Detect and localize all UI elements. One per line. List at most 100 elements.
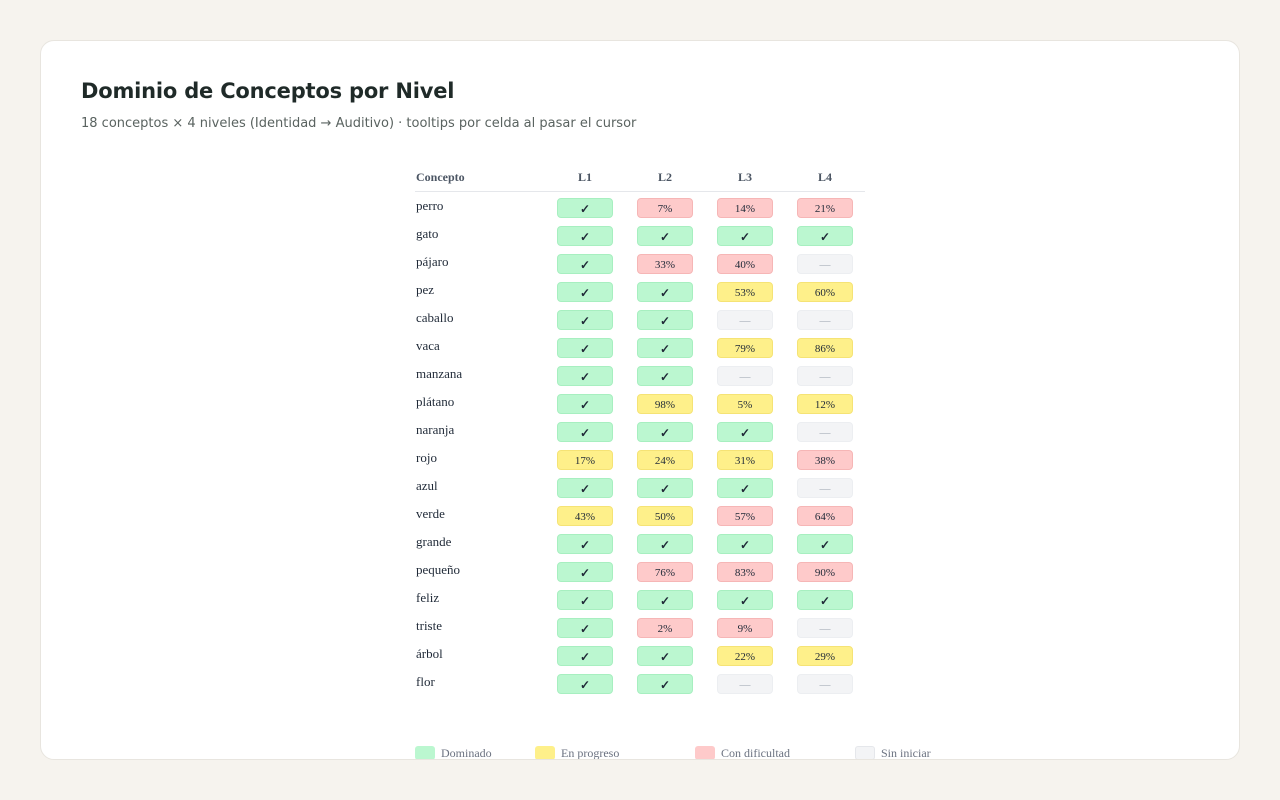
mastery-cell-l3[interactable]: — xyxy=(717,674,773,694)
mastery-cell-l1[interactable]: ✓ xyxy=(557,674,613,694)
concept-name: triste xyxy=(416,618,442,633)
mastery-cell-l1[interactable]: ✓ xyxy=(557,590,613,610)
mastery-cell-l1[interactable]: ✓ xyxy=(557,422,613,442)
mastery-matrix: Concepto L1 L2 L3 L4 perro ✓ 7% 14% 21% gato ✓… xyxy=(415,165,865,696)
concept-name: caballo xyxy=(416,310,454,325)
mastery-cell-l3[interactable]: — xyxy=(717,310,773,330)
mastery-cell-l2[interactable]: ✓ xyxy=(637,310,693,330)
mastery-cell-l4[interactable]: 60% xyxy=(797,282,853,302)
mastery-cell-l1[interactable]: ✓ xyxy=(557,310,613,330)
mastery-cell-l4[interactable]: — xyxy=(797,366,853,386)
mastery-cell-l4[interactable]: — xyxy=(797,310,853,330)
mastery-cell-l3[interactable]: ✓ xyxy=(717,534,773,554)
concept-row: grande ✓ ✓ ✓ ✓ xyxy=(415,528,865,556)
matrix-header-row: Concepto L1 L2 L3 L4 xyxy=(415,165,865,192)
mastery-cell-l4[interactable]: 64% xyxy=(797,506,853,526)
mastery-cell-l2[interactable]: 7% xyxy=(637,198,693,218)
mastery-cell-l3[interactable]: 83% xyxy=(717,562,773,582)
concept-name: árbol xyxy=(416,646,443,661)
mastery-cell-l1[interactable]: ✓ xyxy=(557,534,613,554)
mastery-cell-l1[interactable]: ✓ xyxy=(557,618,613,638)
mastery-cell-l2[interactable]: ✓ xyxy=(637,674,693,694)
concept-name: plátano xyxy=(416,394,455,409)
mastery-cell-l3[interactable]: 14% xyxy=(717,198,773,218)
mastery-cell-l4[interactable]: 12% xyxy=(797,394,853,414)
concept-row: rojo 17% 24% 31% 38% xyxy=(415,444,865,472)
mastery-cell-l2[interactable]: ✓ xyxy=(637,646,693,666)
mastery-cell-l3[interactable]: 53% xyxy=(717,282,773,302)
concept-row: pájaro ✓ 33% 40% — xyxy=(415,248,865,276)
mastery-cell-l2[interactable]: ✓ xyxy=(637,366,693,386)
mastery-cell-l4[interactable]: 90% xyxy=(797,562,853,582)
legend-swatch xyxy=(855,746,875,759)
mastery-cell-l4[interactable]: — xyxy=(797,254,853,274)
mastery-cell-l4[interactable]: ✓ xyxy=(797,590,853,610)
legend-swatch xyxy=(415,746,435,759)
mastery-cell-l1[interactable]: ✓ xyxy=(557,366,613,386)
mastery-cell-l3[interactable]: 31% xyxy=(717,450,773,470)
concept-row: verde 43% 50% 57% 64% xyxy=(415,500,865,528)
mastery-cell-l3[interactable]: 22% xyxy=(717,646,773,666)
mastery-cell-l3[interactable]: 57% xyxy=(717,506,773,526)
mastery-cell-l1[interactable]: ✓ xyxy=(557,198,613,218)
mastery-cell-l2[interactable]: 76% xyxy=(637,562,693,582)
mastery-cell-l2[interactable]: ✓ xyxy=(637,338,693,358)
page-title: Dominio de Conceptos por Nivel xyxy=(81,79,455,103)
concept-row: naranja ✓ ✓ ✓ — xyxy=(415,416,865,444)
concept-name: feliz xyxy=(416,590,440,605)
mastery-cell-l1[interactable]: 17% xyxy=(557,450,613,470)
mastery-cell-l2[interactable]: ✓ xyxy=(637,226,693,246)
mastery-cell-l2[interactable]: 2% xyxy=(637,618,693,638)
legend: Dominado En progreso Con dificultad Sin ini… xyxy=(415,745,975,760)
mastery-cell-l2[interactable]: ✓ xyxy=(637,422,693,442)
mastery-cell-l1[interactable]: ✓ xyxy=(557,338,613,358)
page-subtitle: 18 conceptos × 4 niveles (Identidad → Au… xyxy=(81,116,637,131)
mastery-cell-l4[interactable]: — xyxy=(797,422,853,442)
mastery-cell-l2[interactable]: 98% xyxy=(637,394,693,414)
mastery-cell-l4[interactable]: 21% xyxy=(797,198,853,218)
mastery-cell-l1[interactable]: 43% xyxy=(557,506,613,526)
concept-name: gato xyxy=(416,226,439,241)
mastery-cell-l3[interactable]: 5% xyxy=(717,394,773,414)
mastery-cell-l1[interactable]: ✓ xyxy=(557,478,613,498)
concept-name: pez xyxy=(416,282,435,297)
concept-row: triste ✓ 2% 9% — xyxy=(415,612,865,640)
mastery-cell-l4[interactable]: ✓ xyxy=(797,226,853,246)
mastery-cell-l3[interactable]: ✓ xyxy=(717,226,773,246)
level-header-l4: L4 xyxy=(817,170,832,184)
mastery-cell-l4[interactable]: 29% xyxy=(797,646,853,666)
mastery-cell-l3[interactable]: 9% xyxy=(717,618,773,638)
mastery-cell-l2[interactable]: ✓ xyxy=(637,478,693,498)
concept-name: manzana xyxy=(416,366,463,381)
mastery-cell-l2[interactable]: 50% xyxy=(637,506,693,526)
mastery-cell-l1[interactable]: ✓ xyxy=(557,226,613,246)
mastery-cell-l2[interactable]: ✓ xyxy=(637,590,693,610)
mastery-cell-l2[interactable]: 24% xyxy=(637,450,693,470)
mastery-cell-l2[interactable]: ✓ xyxy=(637,282,693,302)
mastery-cell-l3[interactable]: ✓ xyxy=(717,590,773,610)
mastery-cell-l1[interactable]: ✓ xyxy=(557,282,613,302)
mastery-cell-l3[interactable]: 40% xyxy=(717,254,773,274)
mastery-cell-l4[interactable]: 38% xyxy=(797,450,853,470)
mastery-cell-l4[interactable]: — xyxy=(797,478,853,498)
concept-name: azul xyxy=(416,478,438,493)
mastery-cell-l3[interactable]: 79% xyxy=(717,338,773,358)
concept-name: naranja xyxy=(416,422,455,437)
mastery-cell-l3[interactable]: — xyxy=(717,366,773,386)
mastery-cell-l3[interactable]: ✓ xyxy=(717,422,773,442)
mastery-cell-l1[interactable]: ✓ xyxy=(557,562,613,582)
mastery-cell-l4[interactable]: — xyxy=(797,618,853,638)
concept-name: vaca xyxy=(416,338,440,353)
mastery-cell-l3[interactable]: ✓ xyxy=(717,478,773,498)
mastery-cell-l2[interactable]: 33% xyxy=(637,254,693,274)
mastery-cell-l4[interactable]: — xyxy=(797,674,853,694)
mastery-cell-l1[interactable]: ✓ xyxy=(557,646,613,666)
mastery-cell-l2[interactable]: ✓ xyxy=(637,534,693,554)
mastery-cell-l1[interactable]: ✓ xyxy=(557,254,613,274)
mastery-cell-l1[interactable]: ✓ xyxy=(557,394,613,414)
mastery-cell-l4[interactable]: ✓ xyxy=(797,534,853,554)
concept-name: pájaro xyxy=(416,254,449,269)
mastery-cell-l4[interactable]: 86% xyxy=(797,338,853,358)
legend-label: Sin iniciar xyxy=(881,746,931,760)
concept-name: perro xyxy=(416,198,444,213)
